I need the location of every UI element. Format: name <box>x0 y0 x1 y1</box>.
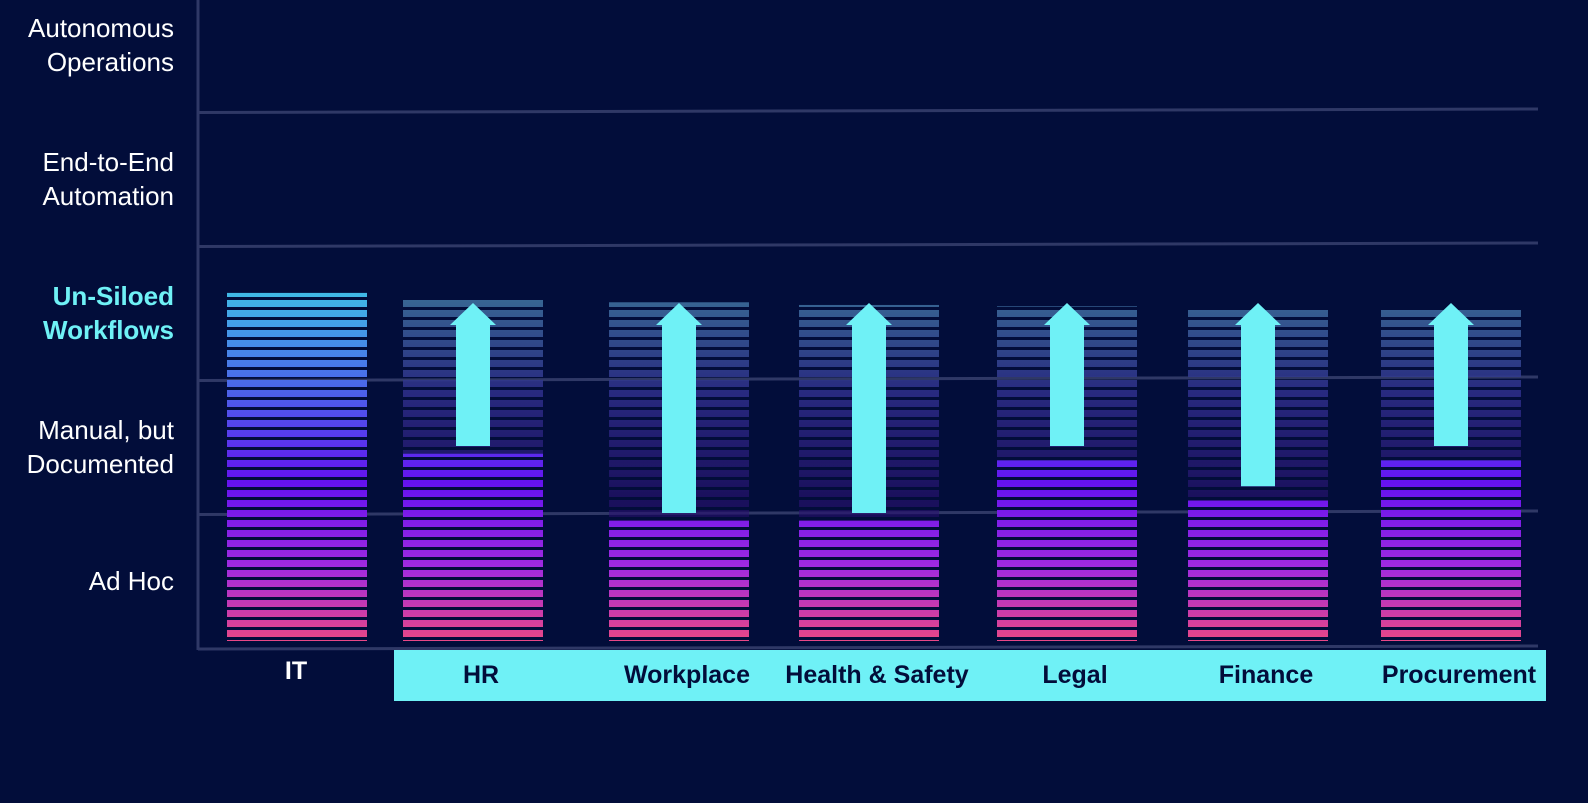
current-bar-segment <box>1381 460 1521 641</box>
current-bar-segment <box>609 520 749 641</box>
current-bar-segment <box>227 292 367 641</box>
y-level-label-line: Ad Hoc <box>89 566 174 596</box>
x-label-hr: HR <box>463 661 499 689</box>
y-level-label: Autonomous Operations <box>28 13 174 77</box>
y-level-label-line: Un-Siloed <box>53 281 174 311</box>
up-arrow-icon <box>846 303 892 513</box>
arrows-layer <box>450 303 1474 513</box>
x-label-legal: Legal <box>1042 661 1107 689</box>
current-bar-segment <box>403 453 543 641</box>
y-level-label-line: End-to-End <box>42 147 174 177</box>
x-label-finance: Finance <box>1219 661 1314 689</box>
y-level-label-line: Operations <box>47 47 174 77</box>
x-label-it: IT <box>285 657 307 685</box>
y-level-label: Manual, but Documented <box>27 415 175 479</box>
y-level-label-line: Automation <box>42 181 174 211</box>
y-level-label: Un-Siloed Workflows <box>43 281 174 345</box>
gridline-level-4 <box>197 107 1539 114</box>
bar-it <box>227 292 367 641</box>
up-arrow-icon <box>1044 303 1090 446</box>
up-arrow-icon <box>1235 303 1281 487</box>
y-level-label: Ad Hoc <box>89 566 174 596</box>
y-axis-labels: Ad Hoc Manual, but Documented Un-Siloed Work… <box>27 13 175 596</box>
y-level-label-line: Workflows <box>43 315 174 345</box>
current-bar-segment <box>1188 500 1328 641</box>
x-label-workplace: Workplace <box>624 661 750 689</box>
business-units-band <box>394 650 1546 701</box>
current-bar-segment <box>799 520 939 641</box>
up-arrow-icon <box>1428 303 1474 446</box>
y-level-label-line: Manual, but <box>38 415 175 445</box>
y-level-label-line: Autonomous <box>28 13 174 43</box>
gridline-level-3 <box>197 241 1539 248</box>
x-label-health-safety: Health & Safety <box>785 661 968 689</box>
y-level-label: End-to-End Automation <box>42 147 174 211</box>
x-label-procurement: Procurement <box>1382 661 1537 689</box>
up-arrow-icon <box>450 303 496 446</box>
y-level-label-line: Documented <box>27 449 174 479</box>
x-axis-labels: IT HR Workplace Health & Safety Legal Finance… <box>285 650 1546 701</box>
x-axis-line <box>197 644 1539 651</box>
up-arrow-icon <box>656 303 702 513</box>
current-bar-segment <box>997 460 1137 641</box>
